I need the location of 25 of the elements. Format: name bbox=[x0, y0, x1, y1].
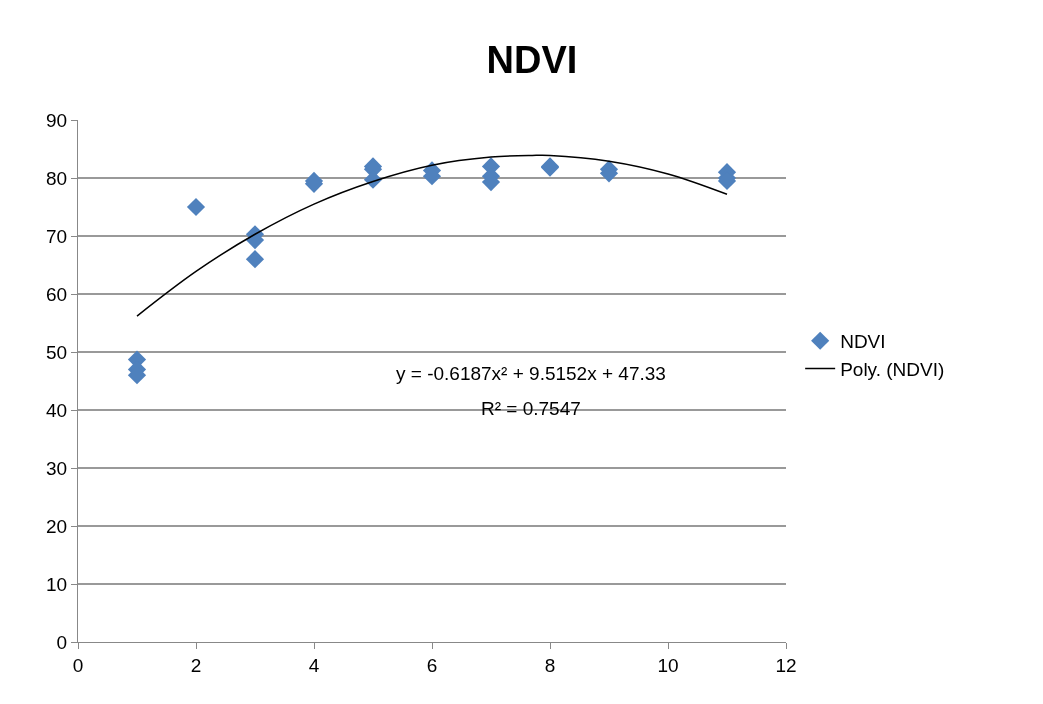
point bbox=[186, 197, 206, 217]
legend-label: Poly. (NDVI) bbox=[840, 358, 945, 380]
y-tick-label: 60 bbox=[46, 283, 68, 305]
line-series bbox=[136, 154, 728, 317]
y-tick-label: 90 bbox=[46, 109, 68, 131]
y-tick-label: 0 bbox=[56, 631, 68, 653]
y-tick-label: 40 bbox=[46, 399, 68, 421]
y-tick-label: 80 bbox=[46, 167, 68, 189]
point bbox=[245, 250, 265, 269]
x-tick-label: 4 bbox=[308, 654, 320, 676]
legend-label: NDVI bbox=[840, 331, 886, 353]
chart-title: NDVI bbox=[486, 39, 578, 82]
x-tick-label: 10 bbox=[657, 654, 679, 676]
y-tick-label: 10 bbox=[46, 573, 68, 595]
annotation: y = -0.6187x² + 9.5152x + 47.33 bbox=[396, 363, 666, 384]
annotation: R² = 0.7547 bbox=[481, 398, 581, 419]
x-tick-label: 6 bbox=[426, 654, 438, 676]
y-tick-label: 30 bbox=[46, 457, 68, 479]
y-tick-label: 70 bbox=[46, 225, 68, 247]
x-tick-label: 2 bbox=[190, 654, 202, 676]
x-tick-label: 12 bbox=[775, 654, 797, 676]
y-tick-label: 50 bbox=[46, 341, 68, 363]
x-tick-label: 8 bbox=[544, 654, 556, 676]
x-tick-label: 0 bbox=[72, 654, 84, 676]
y-tick-label: 20 bbox=[46, 515, 68, 537]
